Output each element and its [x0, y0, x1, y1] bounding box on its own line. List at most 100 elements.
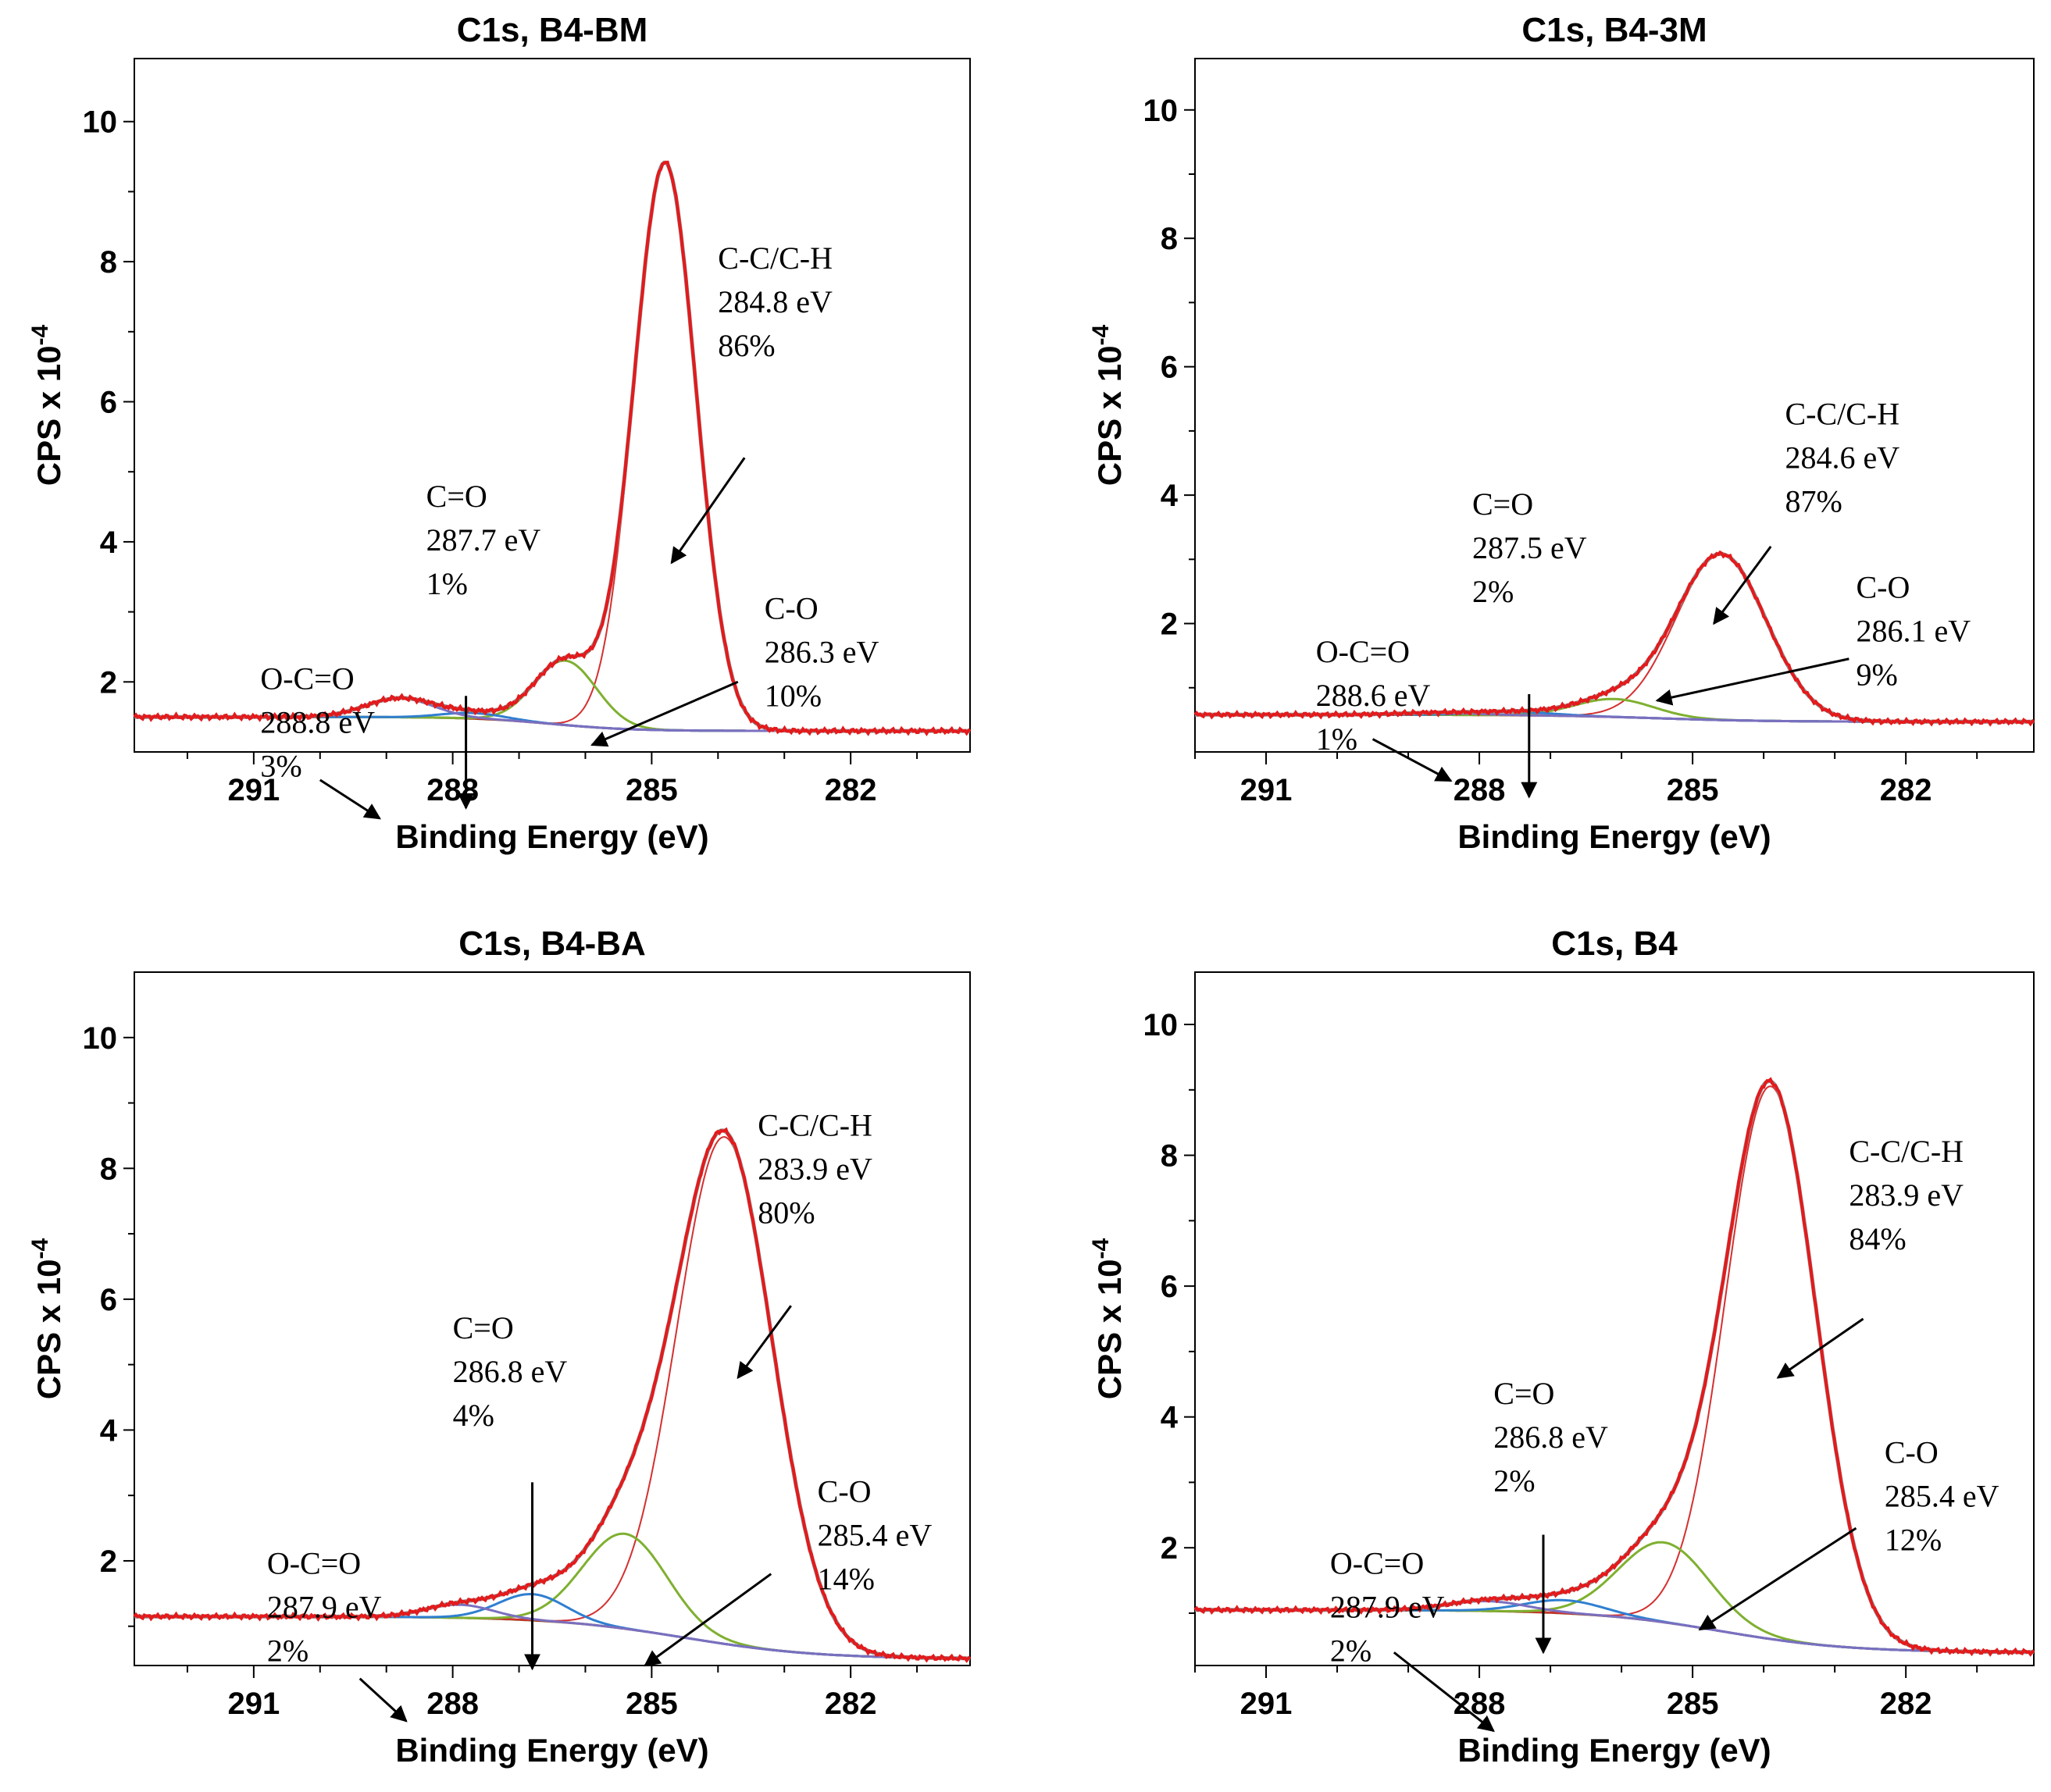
annotation-arrow: [1371, 738, 1453, 782]
x-axis-ticks: 291 288 285 282: [186, 752, 918, 807]
annotation-line: 2%: [1472, 574, 1514, 609]
annotation-line: 287.9 eV: [267, 1590, 382, 1625]
annotation-line: C-O: [1885, 1434, 1939, 1470]
annotation-label: C-O 285.4 eV 14%: [818, 1474, 933, 1597]
x-tick-label: 288: [1454, 773, 1506, 807]
chart-title: C1s, B4-BA: [458, 925, 646, 963]
y-tick-label: 10: [83, 1021, 118, 1056]
curves: [133, 1127, 972, 1663]
y-tick-label: 10: [1143, 94, 1179, 128]
annotation-line: O-C=O: [1330, 1546, 1424, 1581]
annotation-line: 10%: [765, 679, 822, 714]
chart-panel-1: C1s, B4-BM 2 4 6 8 10 291 288 285 282 Binding Ener…: [27, 11, 972, 855]
annotation-label: O-C=O 287.9 eV 2%: [267, 1546, 382, 1669]
annotation-line: C=O: [1493, 1376, 1554, 1411]
annotation-line: 4%: [453, 1398, 494, 1433]
y-tick-label: 4: [100, 525, 118, 560]
y-tick-label: 2: [1161, 1531, 1178, 1566]
y-tick-label: 10: [83, 105, 118, 140]
annotation-line: 1%: [1316, 721, 1357, 757]
x-axis-ticks: 291 288 285 282: [186, 1666, 918, 1721]
annotation-line: 283.9 eV: [758, 1151, 872, 1186]
y-axis-ticks: 2 4 6 8 10: [1143, 1008, 1195, 1614]
annotation-arrow: [1655, 657, 1849, 706]
annotation-line: 286.8 eV: [453, 1354, 568, 1389]
annotation-arrow: [590, 680, 739, 747]
x-tick-label: 288: [1454, 1687, 1506, 1721]
annotation-line: 14%: [818, 1562, 875, 1597]
annotation-arrow: [644, 1573, 772, 1667]
annotation-label: O-C=O 288.6 eV 1%: [1316, 634, 1431, 757]
annotation-line: 285.4 eV: [1885, 1478, 1999, 1513]
annotation-line: O-C=O: [260, 661, 354, 696]
y-tick-label: 2: [1161, 607, 1178, 642]
plot-frame: [134, 971, 971, 1666]
annotation-label: C-C/C-H 283.9 eV 84%: [1849, 1134, 1964, 1256]
annotation-line: C=O: [1472, 486, 1533, 522]
annotation-label: C-O 285.4 eV 12%: [1885, 1434, 1999, 1557]
curves: [1193, 1077, 2035, 1657]
y-tick-label: 4: [1161, 1401, 1179, 1435]
annotation-line: 2%: [1493, 1463, 1535, 1498]
annotation-line: O-C=O: [267, 1546, 361, 1581]
chart-title: C1s, B4-BM: [457, 11, 648, 49]
annotation-line: 286.1 eV: [1856, 614, 1971, 649]
annotation-label: C=O 286.8 eV 2%: [1493, 1376, 1608, 1498]
x-tick-label: 285: [626, 773, 678, 807]
y-axis-label: CPS x 10-4: [1088, 1238, 1128, 1399]
annotation-line: 2%: [267, 1633, 309, 1669]
annotation-label: C-C/C-H 283.9 eV 80%: [758, 1107, 872, 1230]
y-tick-label: 2: [100, 665, 117, 700]
annotation-label: C=O 286.8 eV 4%: [453, 1310, 568, 1433]
annotation-line: 287.5 eV: [1472, 530, 1587, 565]
annotation-line: 287.7 eV: [426, 522, 541, 558]
y-axis-ticks: 2 4 6 8 10: [83, 105, 134, 700]
annotation-line: C-O: [818, 1474, 872, 1509]
peak-c-o: [134, 1592, 970, 1660]
y-tick-label: 8: [1161, 1139, 1178, 1174]
peak-annotations: C-C/C-H 283.9 eV 84% C-O 285.4 eV 12% C=O 286.8…: [1330, 1134, 1999, 1733]
chart-title: C1s, B4-3M: [1521, 11, 1707, 49]
annotation-line: C=O: [453, 1310, 514, 1345]
x-tick-label: 285: [626, 1687, 678, 1721]
y-axis-label-exponent: -4: [1088, 324, 1114, 345]
y-tick-label: 6: [100, 386, 117, 420]
y-tick-label: 6: [1161, 1270, 1178, 1304]
x-tick-label: 291: [227, 1687, 280, 1721]
chart-panel-3: C1s, B4-BA 2 4 6 8 10 291 288 285 282 Binding Ener…: [27, 925, 972, 1769]
annotation-line: 288.8 eV: [260, 704, 375, 739]
annotation-label: C-C/C-H 284.6 eV 87%: [1785, 397, 1899, 519]
annotation-line: O-C=O: [1316, 634, 1410, 669]
y-axis-ticks: 2 4 6 8 10: [1143, 94, 1195, 689]
annotation-line: 1%: [426, 566, 468, 601]
x-tick-label: 285: [1667, 773, 1719, 807]
annotation-line: C-O: [1856, 570, 1910, 605]
x-axis-ticks: 291 288 285 282: [1194, 752, 1978, 807]
annotation-label: O-C=O 288.8 eV 3%: [260, 661, 375, 783]
measured-spectrum: [133, 1127, 972, 1663]
plot-frame: [1194, 58, 2035, 753]
annotation-line: C-O: [765, 591, 819, 626]
annotation-line: 12%: [1885, 1522, 1942, 1557]
y-tick-label: 10: [1143, 1008, 1179, 1042]
plot-frame: [134, 58, 971, 753]
x-tick-label: 291: [227, 773, 280, 807]
y-tick-label: 8: [100, 1152, 117, 1186]
x-tick-label: 291: [1240, 773, 1293, 807]
annotation-line: 284.8 eV: [718, 284, 833, 319]
x-axis-label: Binding Energy (eV): [1457, 1732, 1771, 1769]
annotation-line: 87%: [1785, 484, 1842, 519]
annotation-label: C=O 287.5 eV 2%: [1472, 486, 1587, 609]
x-axis-label: Binding Energy (eV): [395, 1732, 708, 1769]
annotation-line: 286.8 eV: [1493, 1420, 1608, 1455]
annotation-label: C=O 287.7 eV 1%: [426, 479, 541, 601]
annotation-line: 283.9 eV: [1849, 1177, 1964, 1213]
curves: [133, 160, 972, 736]
annotation-line: C-C/C-H: [758, 1107, 872, 1142]
x-axis-ticks: 291 288 285 282: [1194, 1666, 1978, 1721]
annotation-line: C-C/C-H: [1849, 1134, 1964, 1169]
x-tick-label: 282: [825, 1687, 877, 1721]
x-axis-label: Binding Energy (eV): [1457, 818, 1771, 855]
y-axis-ticks: 2 4 6 8 10: [83, 1021, 134, 1627]
